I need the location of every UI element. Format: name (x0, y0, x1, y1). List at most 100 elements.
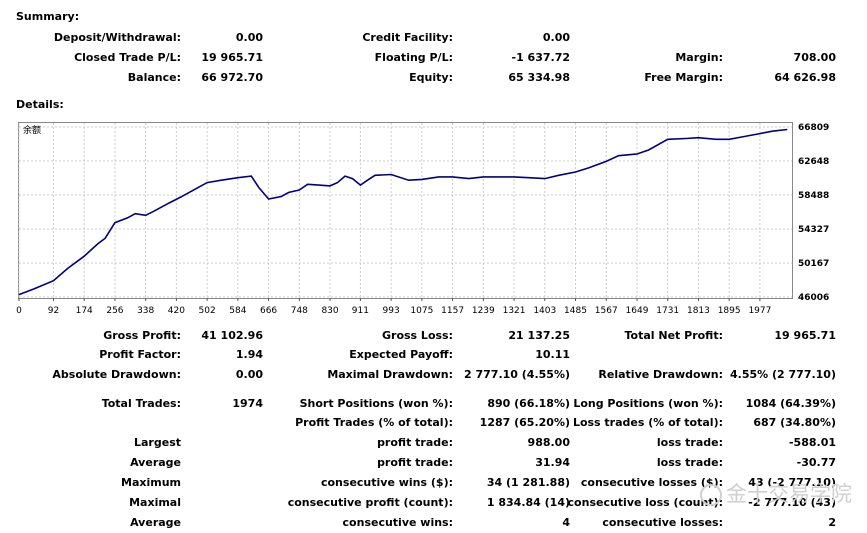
y-tick-label: 66809 (798, 123, 829, 133)
stat-value: 10.11 (535, 348, 570, 361)
stat-label: Profit Factor: (99, 348, 181, 361)
stat-value: 687 (34.80%) (753, 416, 836, 429)
stat-label: Absolute Drawdown: (52, 368, 181, 381)
summary-label: Credit Facility: (362, 31, 453, 44)
stat-value: 21 137.25 (508, 329, 570, 342)
stat-label: Relative Drawdown: (598, 368, 723, 381)
stat-value: -2 777.10 (43) (748, 496, 836, 509)
summary-label: Deposit/Withdrawal: (53, 31, 181, 44)
x-tick-label: 502 (199, 306, 216, 316)
x-tick-label: 1157 (441, 306, 464, 316)
stat-value: 43 (-2 777.10) (748, 476, 836, 489)
stat-label: Short Positions (won %): (299, 397, 453, 410)
stat-label: loss trade: (656, 456, 723, 469)
x-tick-label: 1567 (595, 306, 618, 316)
stat-value: 1287 (65.20%) (479, 416, 570, 429)
stat-label: loss trade: (656, 436, 723, 449)
balance-line (18, 128, 788, 296)
summary-value: 64 626.98 (774, 71, 836, 84)
stat-value: 19 965.71 (774, 329, 836, 342)
summary-label: Equity: (409, 71, 453, 84)
stat-value: 2 777.10 (4.55%) (464, 368, 570, 381)
x-tick-label: 1813 (687, 306, 710, 316)
stat-value: -588.01 (788, 436, 836, 449)
stat-value: 1.94 (235, 348, 263, 361)
details-title: Details: (16, 98, 64, 111)
x-tick-label: 1731 (656, 306, 679, 316)
stat-group-label: Average (130, 456, 181, 469)
stat-label: Profit Trades (% of total): (295, 416, 453, 429)
summary-value: 19 965.71 (201, 51, 263, 64)
stat-value: -30.77 (796, 456, 836, 469)
x-tick-label: 420 (168, 306, 185, 316)
y-tick-label: 54327 (798, 225, 829, 235)
stat-label: Long Positions (won %): (573, 397, 723, 410)
y-tick-label: 58488 (798, 191, 829, 201)
summary-value: -1 637.72 (511, 51, 571, 64)
stat-label: Total Net Profit: (624, 329, 724, 342)
x-tick-label: 666 (260, 306, 277, 316)
stat-value: 2 (828, 516, 836, 529)
stat-label: consecutive losses: (602, 516, 723, 529)
stat-label: consecutive wins: (342, 516, 453, 529)
stat-value: 41 102.96 (201, 329, 263, 342)
x-tick-label: 1403 (533, 306, 556, 316)
x-tick-label: 1895 (718, 306, 741, 316)
stat-label: Gross Loss: (382, 329, 453, 342)
stat-label: consecutive profit (count): (287, 496, 453, 509)
chart-title: 余额 (23, 126, 42, 136)
stat-value: 31.94 (535, 456, 570, 469)
summary-label: Floating P/L: (374, 51, 453, 64)
x-tick-label: 748 (291, 306, 308, 316)
x-tick-label: 338 (137, 306, 154, 316)
x-tick-label: 993 (383, 306, 400, 316)
stat-label: Gross Profit: (103, 329, 181, 342)
x-tick-label: 92 (48, 306, 59, 316)
x-tick-label: 1977 (748, 306, 771, 316)
stat-label: Maximal Drawdown: (327, 368, 453, 381)
summary-label: Free Margin: (644, 71, 723, 84)
y-tick-label: 62648 (798, 157, 829, 167)
stat-value: 0.00 (235, 368, 263, 381)
summary-value: 0.00 (542, 31, 570, 44)
summary-value: 0.00 (235, 31, 263, 44)
x-tick-label: 1485 (564, 306, 587, 316)
x-tick-label: 830 (321, 306, 338, 316)
stat-value: 1084 (64.39%) (745, 397, 836, 410)
summary-value: 66 972.70 (201, 71, 263, 84)
wechat-icon (700, 484, 722, 506)
stat-group-label: Largest (134, 436, 181, 449)
stat-value: 1 834.84 (14) (486, 496, 570, 509)
summary-title: Summary: (16, 10, 80, 23)
x-tick-label: 1239 (472, 306, 495, 316)
stat-group-label: Maximum (121, 476, 181, 489)
summary-value: 65 334.98 (508, 71, 570, 84)
y-tick-label: 46006 (798, 293, 829, 303)
stat-label: consecutive loss (count): (567, 496, 723, 509)
stat-value: 988.00 (527, 436, 570, 449)
stat-value: 4 (562, 516, 570, 529)
chart-frame (18, 122, 793, 299)
balance-chart: 66809 62648 58488 54327 50167 46006 0 92 174 256 3… (16, 122, 829, 316)
stat-label: consecutive losses ($): (580, 476, 723, 489)
stat-value: 34 (1 281.88) (486, 476, 570, 489)
stat-label: Loss trades (% of total): (572, 416, 723, 429)
stat-label: profit trade: (377, 436, 453, 449)
stat-label: profit trade: (377, 456, 453, 469)
x-tick-label: 1649 (626, 306, 649, 316)
x-tick-label: 1321 (503, 306, 526, 316)
watermark-text: 金十交易学院 (726, 482, 852, 506)
summary-label: Margin: (675, 51, 723, 64)
y-tick-label: 50167 (798, 259, 829, 269)
stat-value: 4.55% (2 777.10) (730, 368, 836, 381)
watermark: 金十交易学院 (700, 478, 852, 508)
x-tick-label: 584 (229, 306, 246, 316)
summary-value: 708.00 (793, 51, 836, 64)
stat-value: 890 (66.18%) (487, 397, 570, 410)
x-tick-label: 256 (106, 306, 123, 316)
stat-label: consecutive wins ($): (320, 476, 453, 489)
x-tick-label: 911 (352, 306, 369, 316)
x-tick-label: 1075 (410, 306, 433, 316)
x-tick-label: 174 (76, 306, 93, 316)
x-tick-label: 0 (16, 306, 22, 316)
